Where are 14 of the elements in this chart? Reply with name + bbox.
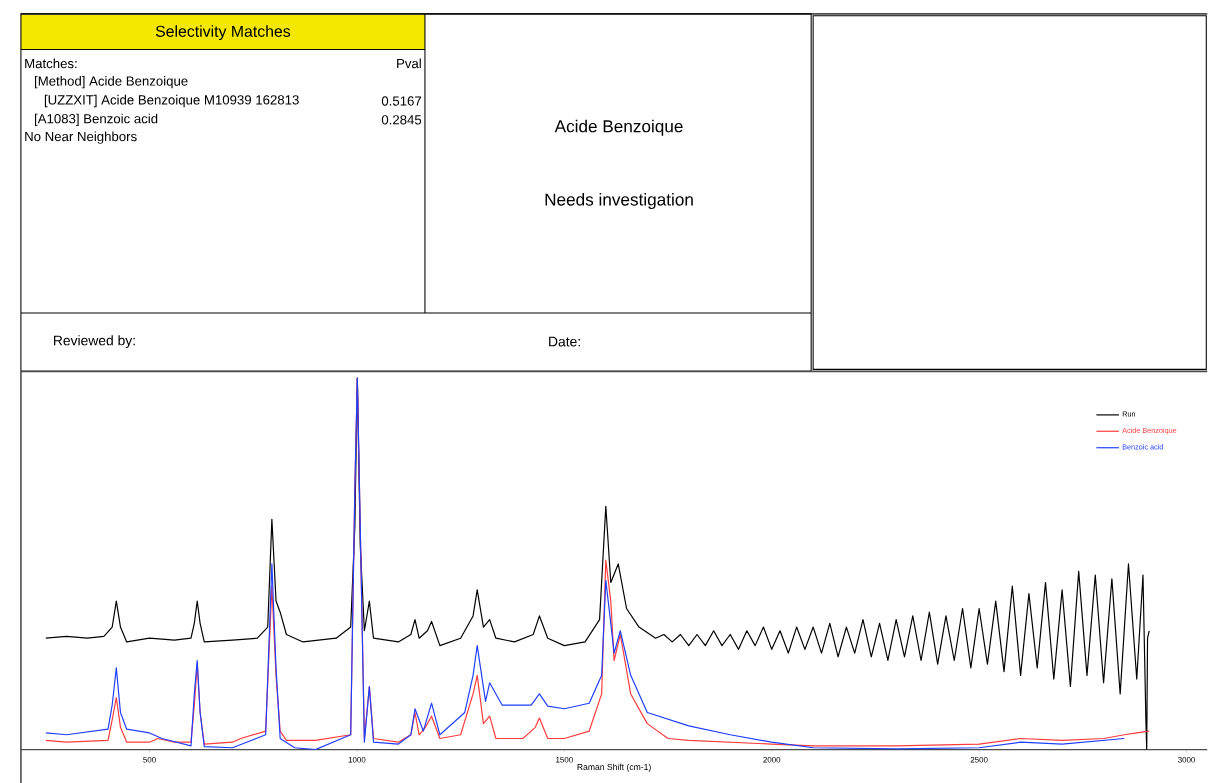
text: Needs investigation: [545, 192, 693, 209]
text: Pval: [397, 58, 421, 69]
text: Matches:: [25, 58, 77, 69]
text: [A1083] Benzoic acid: [34, 113, 158, 126]
text: Date:: [549, 336, 580, 347]
text: [Method] Acide Benzoique: [34, 75, 188, 89]
text: [UZZXIT] Acide Benzoique M10939 162813: [44, 94, 299, 108]
x-axis-title: Raman Shift (cm-1): [577, 763, 651, 772]
chart-title: Selectivity Matches: [155, 25, 291, 40]
text: No Near Neighbors: [25, 131, 137, 144]
text: Acide Benzoique: [554, 119, 683, 136]
text: 0.5167: [381, 96, 422, 106]
text: 0.2845: [381, 115, 422, 125]
text: Reviewed by:: [54, 335, 135, 348]
